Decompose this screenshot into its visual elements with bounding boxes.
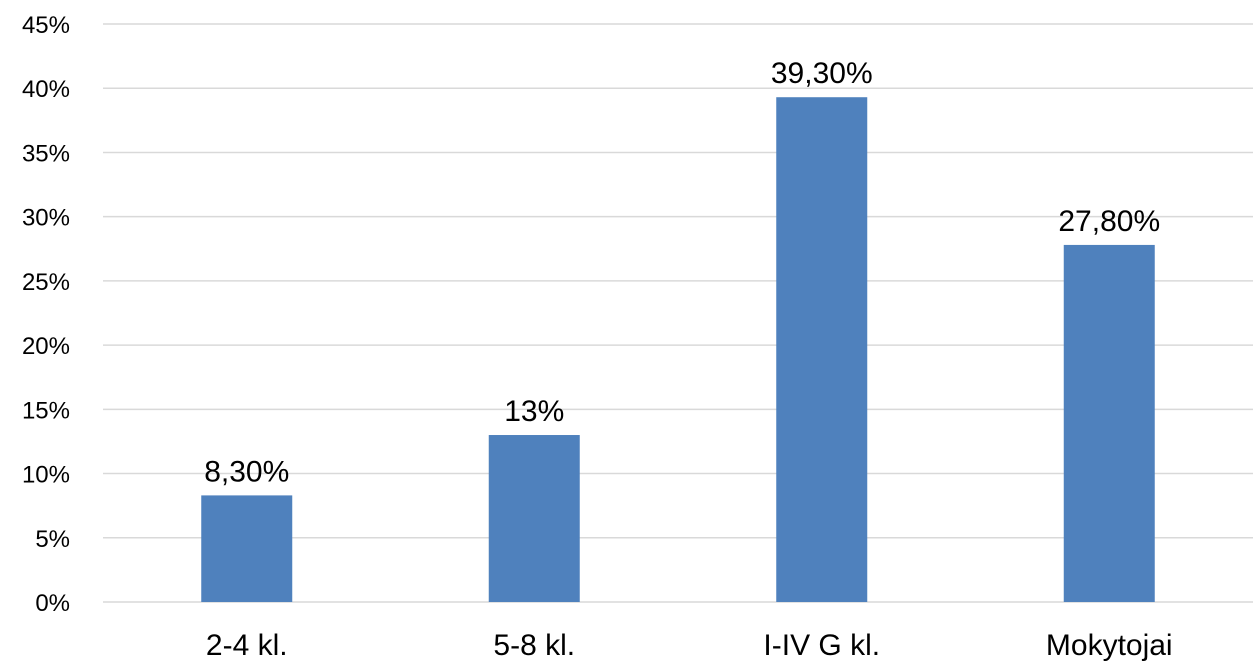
bar — [776, 97, 868, 603]
x-category-label: I-IV G kl. — [763, 629, 880, 662]
y-tick-label: 35% — [22, 140, 70, 167]
y-tick-label: 25% — [22, 269, 70, 296]
data-label: 8,30% — [204, 455, 289, 488]
bar — [201, 495, 293, 602]
y-tick-label: 5% — [35, 526, 70, 553]
y-tick-label: 30% — [22, 205, 70, 232]
x-category-label: 2-4 kl. — [206, 629, 288, 662]
y-tick-label: 40% — [22, 76, 70, 103]
gridlines — [103, 23, 1253, 603]
y-tick-label: 45% — [22, 12, 70, 39]
data-labels: 8,30% 13% 39,30% 27,80% — [204, 57, 1160, 488]
bar — [1063, 244, 1155, 602]
x-axis-category-labels: 2-4 kl. 5-8 kl. I-IV G kl. Mokytojai — [206, 629, 1173, 662]
y-axis-tick-labels: 0% 5% 10% 15% 20% 25% 30% 35% 40% 45% — [22, 12, 70, 617]
x-category-label: 5-8 kl. — [493, 629, 575, 662]
x-category-label: Mokytojai — [1046, 629, 1173, 662]
y-tick-label: 0% — [35, 590, 70, 617]
y-tick-label: 10% — [22, 462, 70, 489]
data-label: 13% — [504, 395, 564, 428]
y-tick-label: 20% — [22, 333, 70, 360]
bar — [488, 435, 580, 602]
data-label: 27,80% — [1058, 205, 1160, 238]
y-tick-label: 15% — [22, 397, 70, 424]
bars — [201, 97, 1155, 603]
data-label: 39,30% — [771, 57, 873, 90]
